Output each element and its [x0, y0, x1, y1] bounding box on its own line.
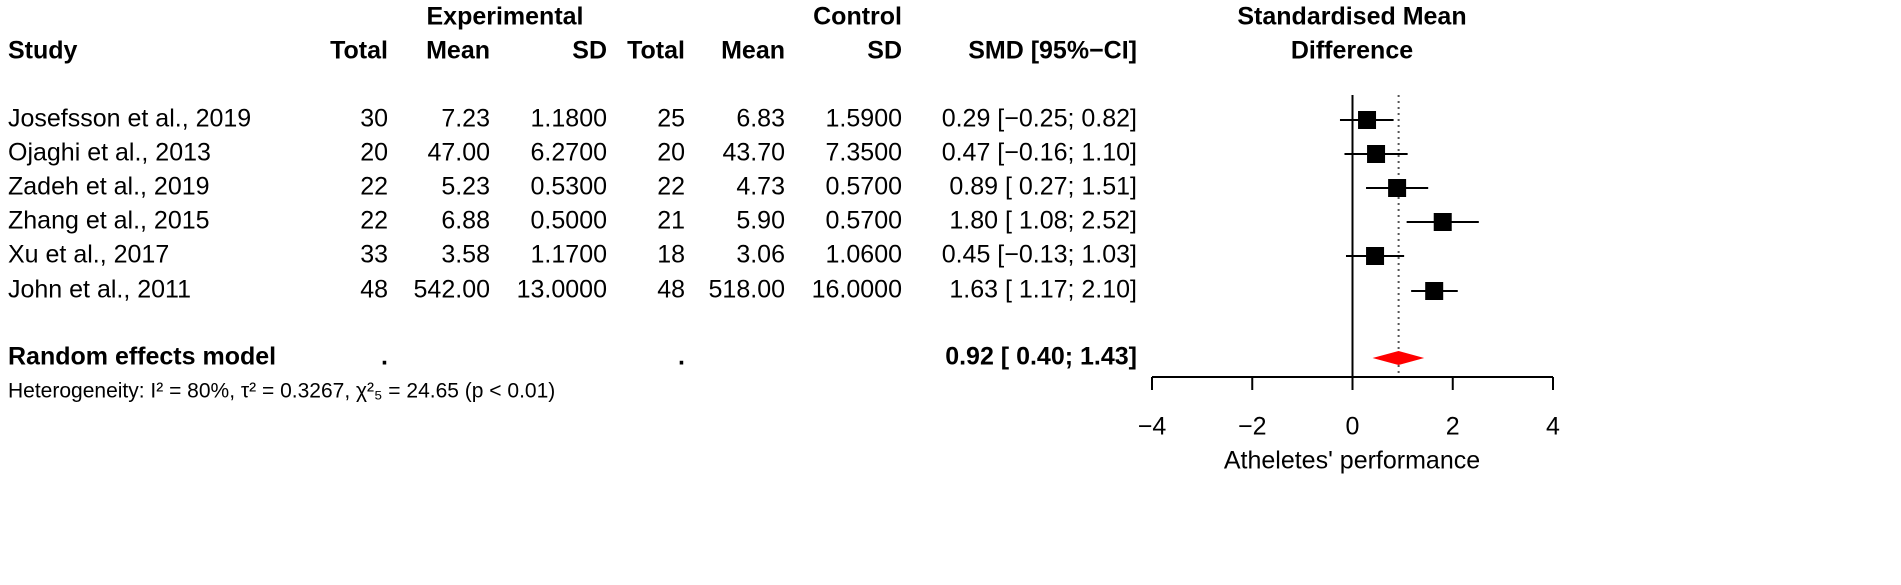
table-cell: 16.0000	[812, 276, 902, 304]
table-cell: 43.70	[722, 139, 785, 167]
table-cell: 20	[657, 139, 685, 167]
pooled-label: 0.92 [ 0.40; 1.43]	[945, 343, 1137, 371]
x-tick-label: −2	[1238, 413, 1267, 441]
smd-label: 0.45 [−0.13; 1.03]	[942, 241, 1137, 269]
group-header: Control	[813, 3, 902, 31]
effect-square	[1367, 145, 1386, 163]
x-tick-label: 0	[1346, 413, 1360, 441]
table-cell: 3.58	[441, 241, 490, 269]
table-cell: 7.23	[441, 105, 490, 133]
pooled-diamond	[1372, 351, 1425, 365]
column-header: Total	[627, 37, 685, 65]
table-cell: 3.06	[736, 241, 785, 269]
study-name: Xu et al., 2017	[8, 241, 169, 269]
table-cell: 4.73	[736, 173, 785, 201]
table-cell: 7.3500	[826, 139, 902, 167]
table-cell: 18	[657, 241, 685, 269]
effect-square	[1433, 213, 1452, 231]
smd-label: 0.47 [−0.16; 1.10]	[942, 139, 1137, 167]
table-cell: 6.2700	[531, 139, 607, 167]
table-cell: 33	[360, 241, 388, 269]
table-cell: 22	[360, 207, 388, 235]
pooled-name: Random effects model	[8, 343, 276, 371]
table-cell: 22	[360, 173, 388, 201]
table-cell: 1.1700	[531, 241, 607, 269]
study-name: Zadeh et al., 2019	[8, 173, 210, 201]
study-name: John et al., 2011	[8, 276, 191, 304]
effect-square	[1358, 111, 1377, 129]
table-cell: 542.00	[414, 276, 490, 304]
table-cell: 5.90	[736, 207, 785, 235]
column-header: Mean	[426, 37, 490, 65]
table-cell: 20	[360, 139, 388, 167]
column-header: Total	[330, 37, 388, 65]
table-cell: 48	[657, 276, 685, 304]
effect-square	[1366, 247, 1385, 265]
column-header: SD	[572, 37, 607, 65]
study-name: Ojaghi et al., 2013	[8, 139, 211, 167]
study-name: Josefsson et al., 2019	[8, 105, 251, 133]
table-cell: 47.00	[427, 139, 490, 167]
plot-title: Standardised Mean	[1237, 3, 1466, 31]
study-name: Zhang et al., 2015	[8, 207, 210, 235]
table-cell: 5.23	[441, 173, 490, 201]
table-cell: 21	[657, 207, 685, 235]
plot-title: Difference	[1291, 37, 1413, 65]
effect-square	[1388, 179, 1407, 197]
pooled-dot: .	[678, 343, 685, 371]
table-cell: 0.5000	[531, 207, 607, 235]
table-cell: 13.0000	[517, 276, 607, 304]
column-header: SD	[867, 37, 902, 65]
table-cell: 0.5700	[826, 207, 902, 235]
table-cell: 6.83	[736, 105, 785, 133]
table-cell: 1.1800	[531, 105, 607, 133]
x-tick-label: −4	[1138, 413, 1167, 441]
table-cell: 0.5300	[531, 173, 607, 201]
column-header: Study	[8, 37, 78, 65]
smd-label: 1.80 [ 1.08; 2.52]	[949, 207, 1137, 235]
table-cell: 1.5900	[826, 105, 902, 133]
table-cell: 22	[657, 173, 685, 201]
table-cell: 0.5700	[826, 173, 902, 201]
heterogeneity: Heterogeneity: I² = 80%, τ² = 0.3267, χ²…	[8, 380, 555, 403]
column-header: Mean	[721, 37, 785, 65]
column-header: SMD [95%−CI]	[968, 37, 1137, 65]
table-cell: 6.88	[441, 207, 490, 235]
x-axis-label: Atheletes' performance	[1224, 447, 1480, 475]
x-tick-label: 2	[1446, 413, 1460, 441]
table-cell: 518.00	[709, 276, 785, 304]
table-cell: 25	[657, 105, 685, 133]
table-cell: 48	[360, 276, 388, 304]
smd-label: 0.89 [ 0.27; 1.51]	[949, 173, 1137, 201]
group-header: Experimental	[426, 3, 583, 31]
effect-square	[1425, 282, 1444, 300]
x-tick-label: 4	[1546, 413, 1560, 441]
smd-label: 1.63 [ 1.17; 2.10]	[949, 276, 1137, 304]
table-cell: 1.0600	[826, 241, 902, 269]
smd-label: 0.29 [−0.25; 0.82]	[942, 105, 1137, 133]
pooled-dot: .	[381, 343, 388, 371]
table-cell: 30	[360, 105, 388, 133]
